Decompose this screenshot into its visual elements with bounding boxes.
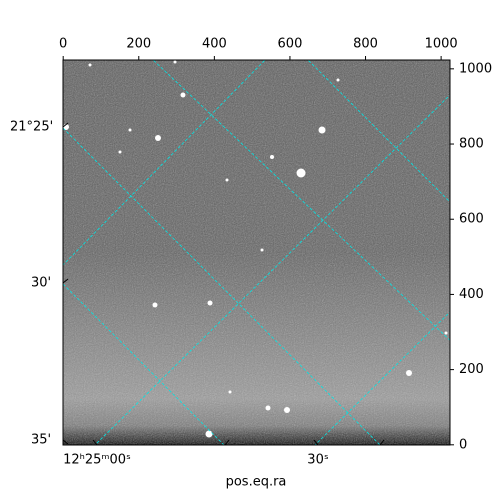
dec-label: 21°25'	[10, 120, 53, 135]
dec-label: 35'	[31, 433, 51, 448]
image	[63, 60, 450, 445]
ra-label: 30ˢ	[307, 453, 329, 468]
world-ticks	[62, 122, 385, 446]
x-axis-label: pos.eq.ra	[226, 475, 287, 490]
ra-label: 12ʰ25ᵐ00ˢ	[63, 453, 131, 468]
frame	[62, 59, 451, 446]
x-tick-label: 0	[59, 37, 67, 52]
y-tick-label: 200	[459, 362, 484, 377]
dec-label: 30'	[31, 276, 51, 291]
x-tick-label: 600	[278, 37, 303, 52]
y-tick-label: 400	[459, 287, 484, 302]
world-grid	[63, 60, 450, 445]
y-tick-label: 600	[459, 212, 484, 227]
y-tick-label: 1000	[459, 61, 492, 76]
y-tick-label: 800	[459, 137, 484, 152]
x-tick-label: 400	[202, 37, 227, 52]
x-tick-label: 800	[353, 37, 378, 52]
x-tick-label: 1000	[425, 37, 458, 52]
y-tick-label: 0	[459, 437, 467, 452]
x-tick-label: 200	[126, 37, 151, 52]
